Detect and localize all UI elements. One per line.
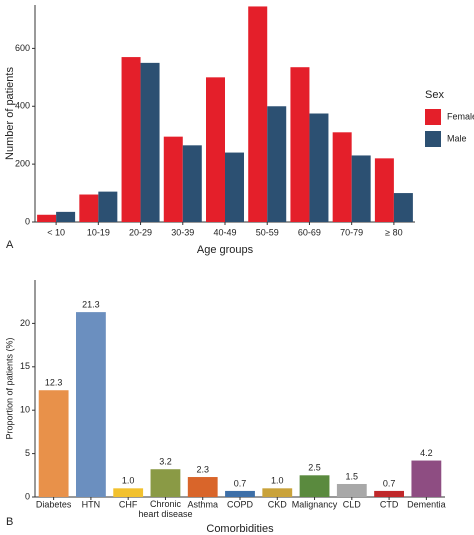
bar [299,475,330,497]
legend-title: Sex [425,89,444,101]
x-tick-label: Diabetes [36,499,72,509]
bar [56,211,76,222]
bar [262,488,293,497]
bar [98,191,118,222]
value-label: 3.2 [159,457,172,467]
x-tick-label: COPD [227,499,254,509]
y-tick-label: 10 [20,405,30,415]
x-tick-label: Dementia [407,499,446,509]
bar [38,390,69,497]
x-tick-label: Malignancy [292,499,338,509]
legend-swatch [425,109,441,125]
x-tick-label: 50-59 [256,227,279,237]
x-axis-title: Age groups [197,244,254,256]
y-tick-label: 200 [15,159,30,169]
bar [113,488,144,497]
x-tick-label: 60-69 [298,227,321,237]
bar [76,312,106,497]
x-axis-title: Comorbidities [206,523,274,535]
bar [267,106,287,222]
bar [309,113,329,222]
y-tick-label: 400 [15,101,30,111]
x-tick-label: Chronic heart disease [138,499,192,519]
x-tick-label: 10-19 [87,227,110,237]
y-tick-label: 20 [20,318,30,328]
value-label: 12.3 [45,378,63,388]
y-tick-label: 600 [15,43,30,53]
x-tick-label: CTD [380,499,399,509]
bar [248,6,268,222]
bar [290,67,310,222]
x-tick-label: 40-49 [213,227,236,237]
y-tick-label: 15 [20,361,30,371]
x-tick-label: < 10 [47,227,65,237]
bar [182,145,202,222]
bar [206,77,225,222]
y-tick-label: 5 [25,448,30,458]
bar [140,62,160,222]
panel-label: A [6,239,14,251]
value-label: 2.5 [308,463,321,473]
bar [374,158,394,222]
x-tick-label: CKD [268,499,288,509]
bar [150,469,181,497]
bar [37,214,57,222]
bar [187,477,218,497]
value-label: 0.7 [383,478,396,488]
bar [332,132,352,222]
bar [336,483,367,497]
y-axis-title: Proportion of patients (%) [4,337,14,439]
legend-label: Male [447,133,467,143]
bar [411,460,442,497]
bar [79,194,99,222]
x-tick-label: 70-79 [340,227,363,237]
value-label: 1.0 [271,476,284,486]
bar [225,152,244,222]
x-tick-label: Asthma [187,499,218,509]
value-label: 1.5 [346,471,359,481]
value-label: 1.0 [122,476,135,486]
x-tick-label: ≥ 80 [385,227,402,237]
y-axis-title: Number of patients [4,67,16,160]
y-tick-label: 0 [25,491,30,501]
value-label: 4.2 [420,448,433,458]
legend-label: Females [447,111,474,121]
x-tick-label: CHF [119,499,138,509]
panel-label: B [6,516,13,528]
bar [351,155,371,222]
bar [121,57,141,222]
legend-swatch [425,131,441,147]
bar [163,136,183,222]
x-tick-label: 30-39 [171,227,194,237]
value-label: 2.3 [196,464,209,474]
value-label: 21.3 [82,299,100,309]
bar [225,490,255,497]
x-tick-label: HTN [82,499,101,509]
value-label: 0.7 [234,478,247,488]
bar [374,490,404,497]
x-tick-label: CLD [343,499,362,509]
x-tick-label: 20-29 [129,227,152,237]
bar [393,193,413,222]
y-tick-label: 0 [25,216,30,226]
